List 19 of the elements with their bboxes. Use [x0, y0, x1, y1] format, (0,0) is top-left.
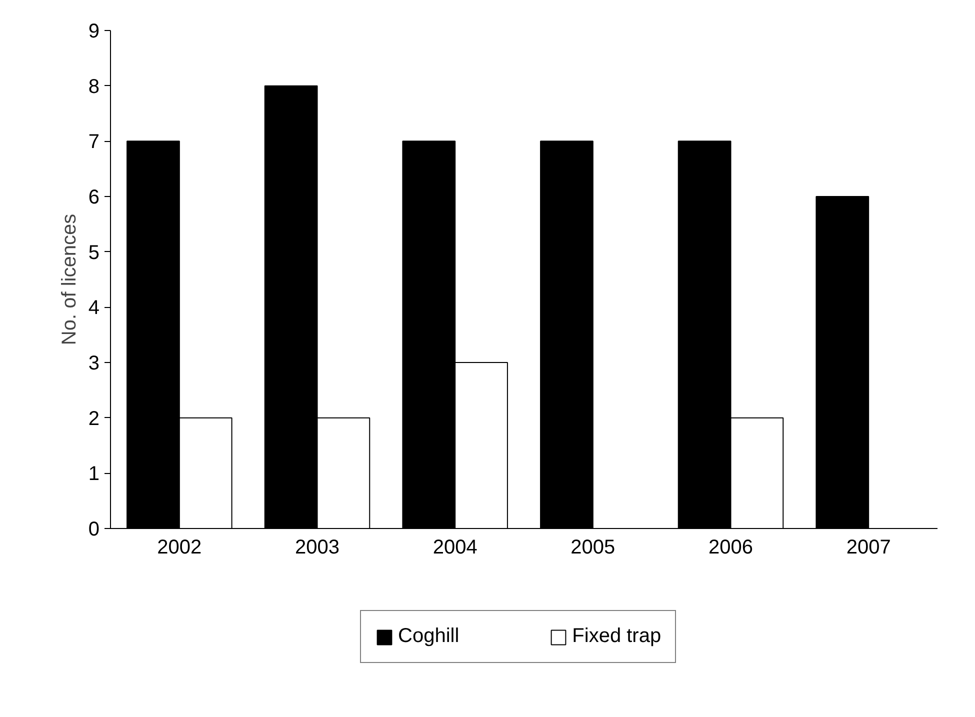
y-tick-label: 5 — [88, 242, 100, 264]
y-tick-label: 0 — [88, 518, 100, 540]
y-tick-label: 6 — [88, 186, 100, 208]
x-tick-label: 2006 — [708, 536, 754, 558]
y-tick-label: 3 — [88, 352, 100, 374]
x-tick-label: 2004 — [432, 536, 478, 558]
y-tick-label: 8 — [88, 76, 100, 98]
y-tick-label: 4 — [88, 297, 100, 320]
y-axis-title: No. of licences — [58, 214, 80, 346]
legend-label: Fixed trap — [572, 625, 662, 648]
y-tick-label: 7 — [88, 131, 100, 154]
legend-label: Coghill — [398, 625, 460, 648]
x-tick-label: 2005 — [570, 536, 616, 558]
x-tick-label: 2003 — [295, 536, 340, 558]
y-tick-label: 2 — [88, 408, 100, 430]
x-tick-label: 2007 — [846, 536, 891, 558]
x-tick-label: 2002 — [157, 536, 202, 558]
y-tick-label: 9 — [88, 20, 100, 42]
y-tick-label: 1 — [88, 463, 100, 486]
